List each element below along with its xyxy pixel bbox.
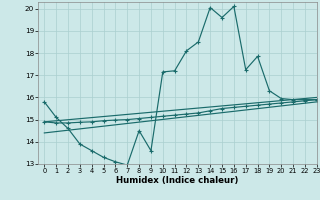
X-axis label: Humidex (Indice chaleur): Humidex (Indice chaleur) [116, 176, 239, 185]
